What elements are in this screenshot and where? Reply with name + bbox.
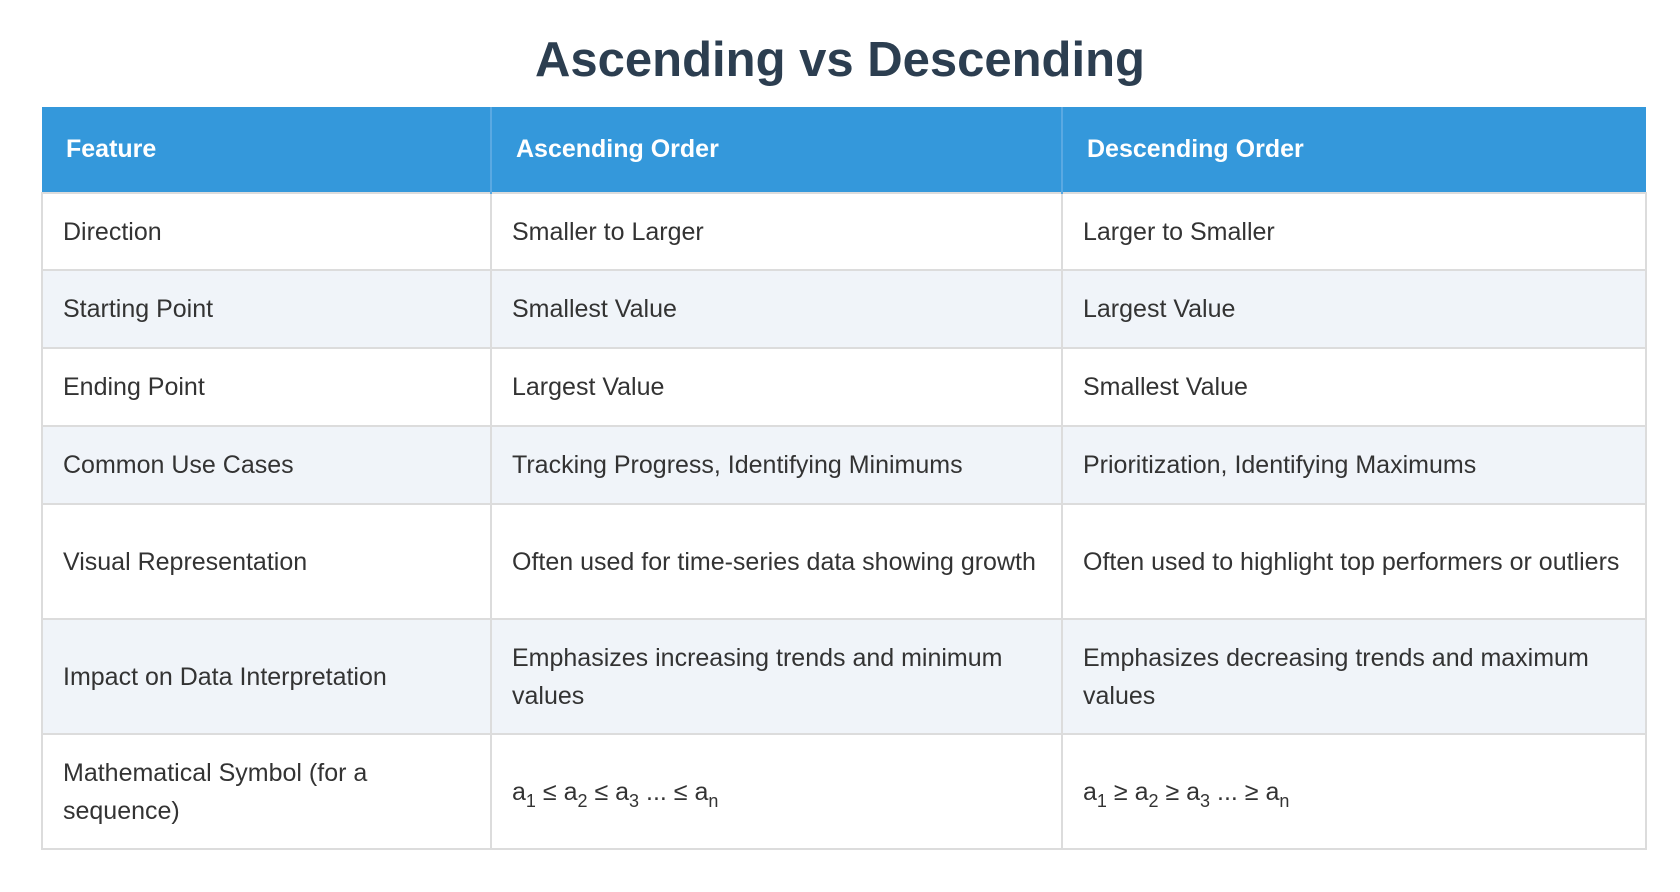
math-operator: ≤ xyxy=(673,777,688,806)
math-subscript: 1 xyxy=(1096,790,1107,811)
math-var: a xyxy=(615,777,630,806)
table-row: Mathematical Symbol (for a sequence) a1 … xyxy=(41,733,1647,850)
table-row: Impact on Data Interpretation Emphasizes… xyxy=(41,618,1647,735)
math-var: a xyxy=(1186,777,1201,806)
math-ellipsis: ... xyxy=(646,777,667,806)
header-feature: Feature xyxy=(42,107,492,193)
descending-cell: Emphasizes decreasing trends and maximum… xyxy=(1061,618,1647,735)
ascending-cell: Smallest Value xyxy=(490,269,1063,349)
feature-cell: Impact on Data Interpretation xyxy=(41,618,492,735)
table-row: Visual Representation Often used for tim… xyxy=(41,503,1647,620)
descending-math-cell: a1 ≥ a2 ≥ a3 ... ≥ an xyxy=(1061,733,1647,850)
feature-cell: Starting Point xyxy=(41,269,492,349)
descending-cell: Smallest Value xyxy=(1061,347,1647,427)
feature-cell: Ending Point xyxy=(41,347,492,427)
math-operator: ≤ xyxy=(594,777,609,806)
ascending-cell: Smaller to Larger xyxy=(490,192,1063,271)
math-subscript: 1 xyxy=(525,790,536,811)
ascending-math-cell: a1 ≤ a2 ≤ a3 ... ≤ an xyxy=(490,733,1063,850)
descending-cell: Larger to Smaller xyxy=(1061,192,1647,271)
ascending-cell: Tracking Progress, Identifying Minimums xyxy=(490,425,1063,505)
descending-cell: Often used to highlight top performers o… xyxy=(1061,503,1647,620)
math-operator: ≥ xyxy=(1244,777,1259,806)
feature-cell: Direction xyxy=(41,192,492,271)
descending-cell: Prioritization, Identifying Maximums xyxy=(1061,425,1647,505)
math-var: a xyxy=(1265,777,1280,806)
descending-cell: Largest Value xyxy=(1061,269,1647,349)
math-subscript: n xyxy=(708,790,719,811)
descending-sequence-formula: a1 ≥ a2 ≥ a3 ... ≥ an xyxy=(1083,777,1289,810)
math-ellipsis: ... xyxy=(1217,777,1238,806)
table-row: Starting Point Smallest Value Largest Va… xyxy=(41,269,1647,349)
math-var: a xyxy=(1134,777,1149,806)
page-title: Ascending vs Descending xyxy=(535,33,1145,87)
ascending-cell: Largest Value xyxy=(490,347,1063,427)
math-operator: ≤ xyxy=(542,777,557,806)
math-operator: ≥ xyxy=(1165,777,1180,806)
table-row: Direction Smaller to Larger Larger to Sm… xyxy=(41,192,1647,271)
header-row: Feature Ascending Order Descending Order xyxy=(42,107,1646,193)
table-row: Ending Point Largest Value Smallest Valu… xyxy=(41,347,1647,427)
feature-cell: Mathematical Symbol (for a sequence) xyxy=(41,733,492,850)
ascending-cell: Often used for time-series data showing … xyxy=(490,503,1063,620)
math-var: a xyxy=(1083,777,1097,806)
math-subscript: 3 xyxy=(1200,790,1211,811)
ascending-sequence-formula: a1 ≤ a2 ≤ a3 ... ≤ an xyxy=(512,777,718,810)
ascending-cell: Emphasizes increasing trends and minimum… xyxy=(490,618,1063,735)
math-subscript: 2 xyxy=(1148,790,1159,811)
math-subscript: 2 xyxy=(577,790,588,811)
math-var: a xyxy=(512,777,526,806)
math-subscript: 3 xyxy=(629,790,640,811)
math-var: a xyxy=(563,777,578,806)
math-operator: ≥ xyxy=(1113,777,1128,806)
table-row: Common Use Cases Tracking Progress, Iden… xyxy=(41,425,1647,505)
math-subscript: n xyxy=(1279,790,1290,811)
feature-cell: Common Use Cases xyxy=(41,425,492,505)
feature-cell: Visual Representation xyxy=(41,503,492,620)
header-descending: Descending Order xyxy=(1062,107,1646,193)
comparison-table: Feature Ascending Order Descending Order… xyxy=(41,107,1647,850)
header-ascending: Ascending Order xyxy=(491,107,1063,193)
math-var: a xyxy=(694,777,709,806)
